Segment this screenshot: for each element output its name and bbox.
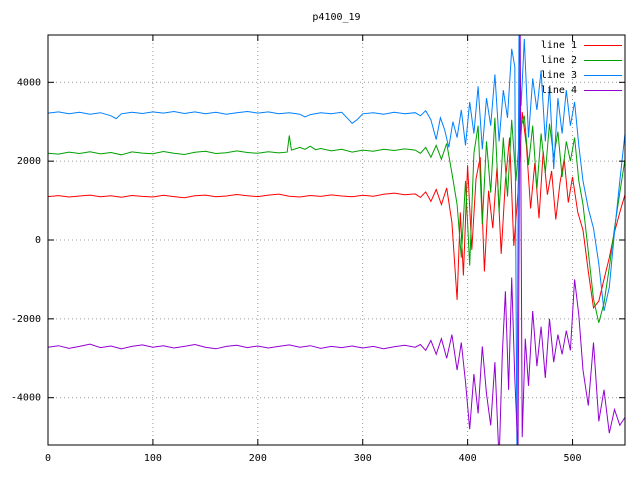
axis-ticks xyxy=(47,35,625,445)
x-tick-label: 300 xyxy=(354,453,372,464)
y-tick-label: 0 xyxy=(35,235,41,246)
series-line-3 xyxy=(48,35,625,445)
legend-label: line 3 xyxy=(540,70,577,81)
series-line-1 xyxy=(48,111,625,310)
y-tick-label: -2000 xyxy=(11,314,41,325)
legend: line 1 line 2 line 3 line 4 xyxy=(541,38,622,98)
series-line-4 xyxy=(48,35,625,445)
y-tick-label: -4000 xyxy=(11,393,41,404)
legend-line-sample xyxy=(584,45,622,46)
y-tick-label: 2000 xyxy=(17,156,41,167)
x-tick-label: 400 xyxy=(459,453,477,464)
legend-line-sample xyxy=(584,90,622,91)
x-tick-label: 200 xyxy=(249,453,267,464)
x-tick-label: 500 xyxy=(564,453,582,464)
legend-label: line 4 xyxy=(540,85,577,96)
legend-item: line 4 xyxy=(541,83,622,98)
grid-lines xyxy=(48,35,625,445)
legend-item: line 2 xyxy=(541,53,622,68)
legend-line-sample xyxy=(584,60,622,61)
y-tick-label: 4000 xyxy=(17,77,41,88)
legend-item: line 1 xyxy=(541,38,622,53)
legend-item: line 3 xyxy=(541,68,622,83)
legend-label: line 1 xyxy=(540,40,577,51)
chart-title: p4100_19 xyxy=(312,12,361,23)
x-tick-label: 100 xyxy=(144,453,162,464)
series-line-2 xyxy=(48,115,625,323)
legend-line-sample xyxy=(584,75,622,76)
legend-label: line 2 xyxy=(540,55,577,66)
x-tick-label: 0 xyxy=(45,453,51,464)
